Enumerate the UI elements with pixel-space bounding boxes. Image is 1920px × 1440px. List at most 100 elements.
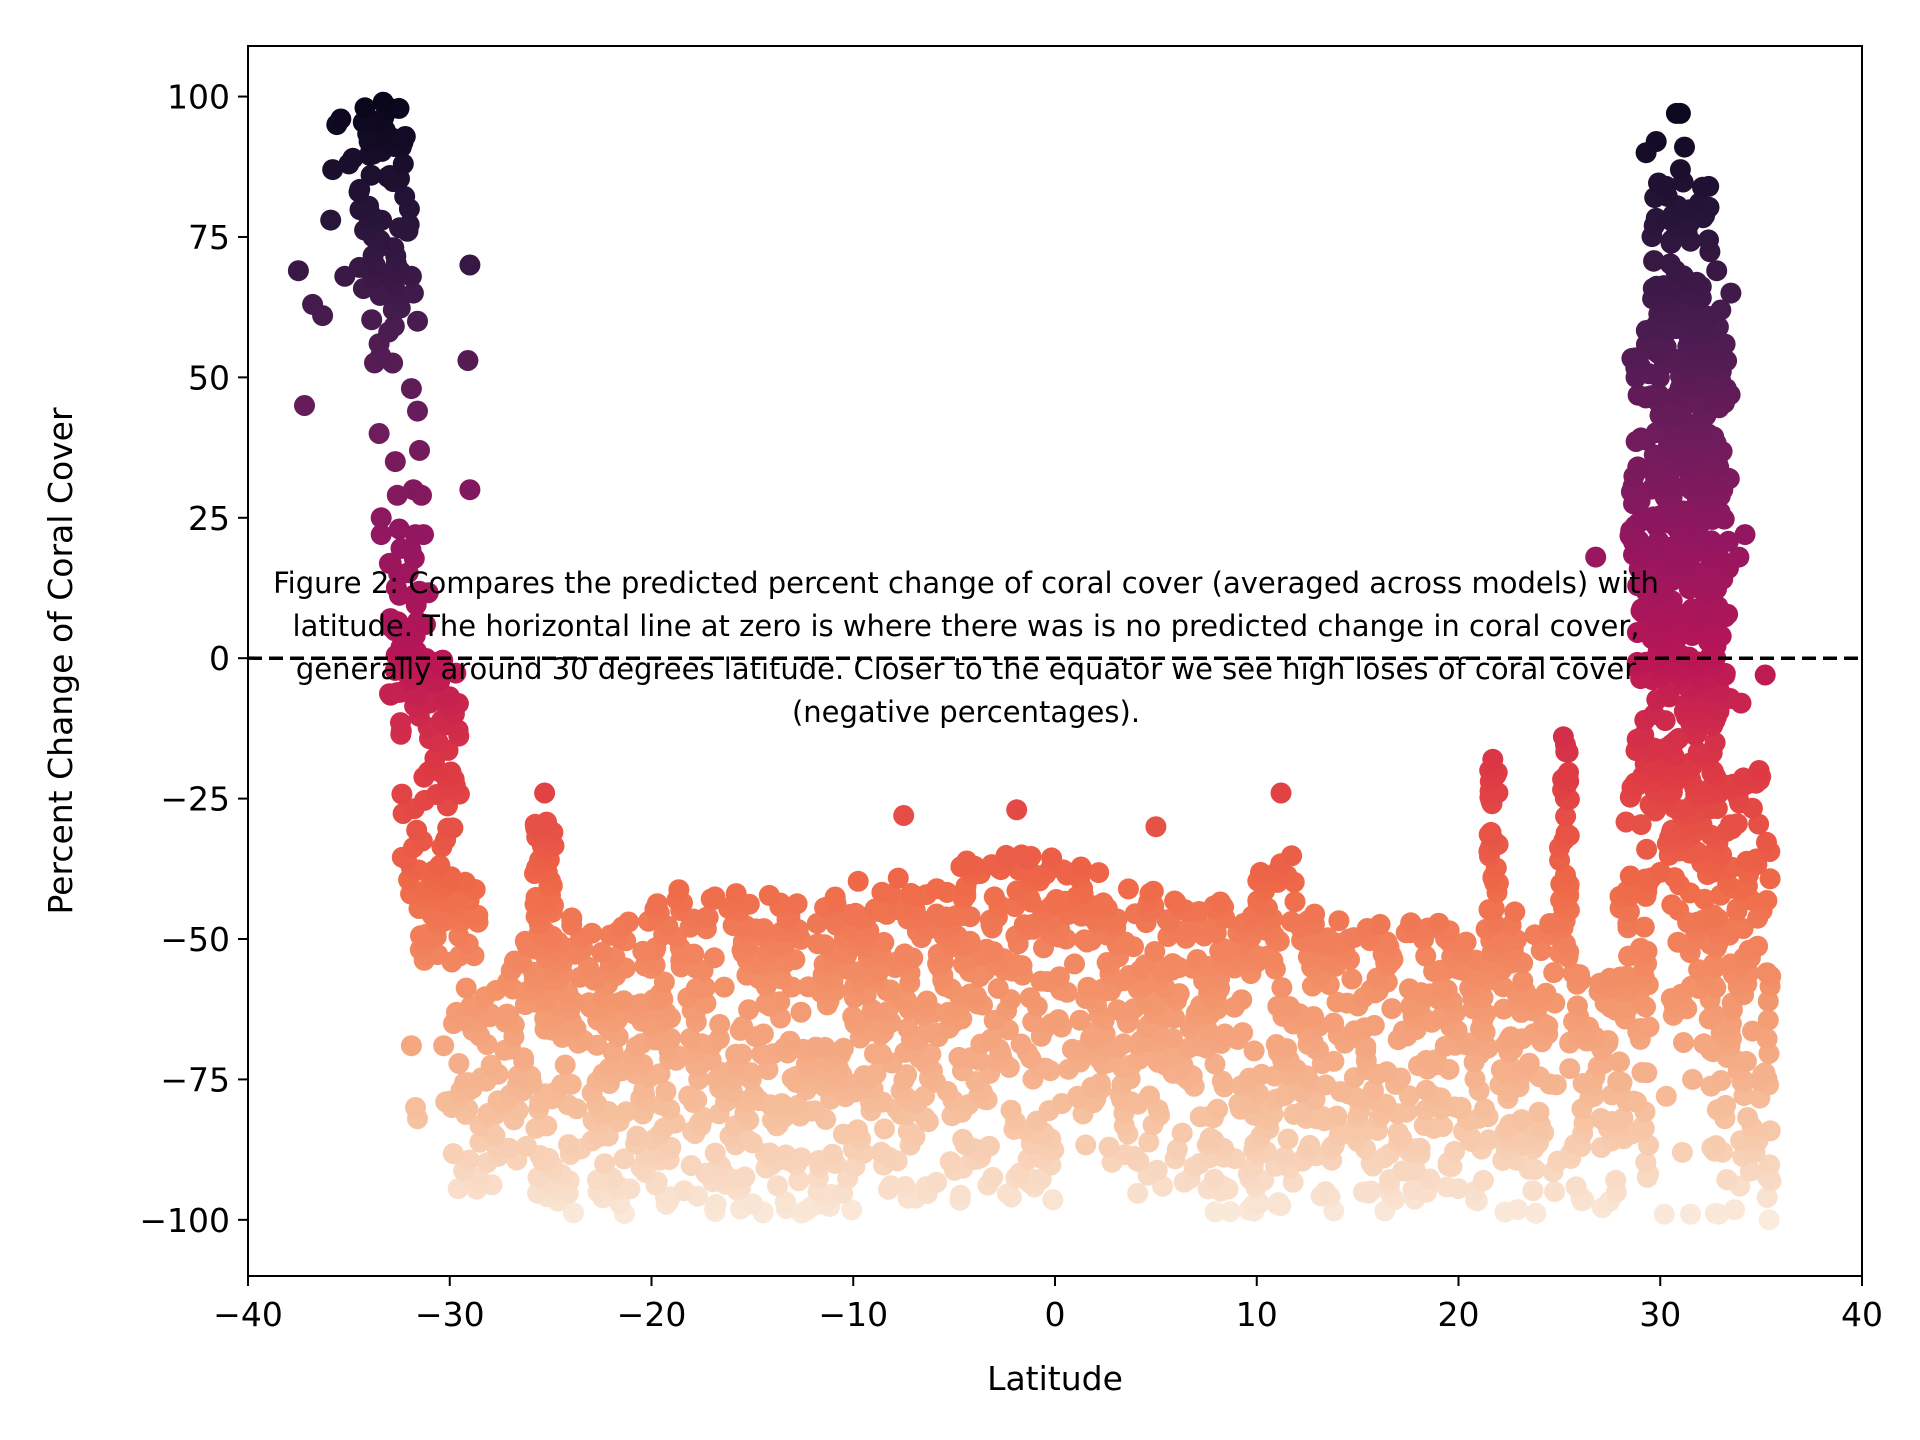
- data-point: [342, 147, 364, 169]
- data-point: [920, 1043, 942, 1065]
- data-point: [1720, 282, 1742, 304]
- data-point: [402, 479, 424, 501]
- data-point: [1693, 1033, 1715, 1055]
- x-tick-label: 30: [1639, 1295, 1681, 1334]
- data-point: [594, 1153, 616, 1175]
- data-point: [900, 882, 922, 904]
- data-point: [1717, 530, 1739, 552]
- y-axis-ticks: −100 −75 −50 −25 0 25 50 75 100: [139, 78, 248, 1240]
- data-point: [1673, 1032, 1694, 1053]
- data-point: [1000, 1099, 1022, 1121]
- data-point: [1211, 1070, 1233, 1092]
- data-point: [372, 91, 394, 113]
- data-point: [1171, 1122, 1193, 1144]
- data-point: [1668, 727, 1690, 749]
- data-point: [887, 867, 909, 889]
- data-point: [1250, 861, 1271, 883]
- data-point: [1413, 1114, 1435, 1136]
- data-point: [1544, 1181, 1566, 1203]
- data-point: [1669, 159, 1691, 181]
- data-point: [1716, 1169, 1738, 1190]
- data-point: [805, 1036, 827, 1058]
- data-point: [1687, 741, 1709, 763]
- data-point: [997, 1183, 1019, 1205]
- data-point: [429, 854, 451, 876]
- x-tick-label: 10: [1236, 1295, 1278, 1334]
- data-point: [1480, 821, 1502, 843]
- data-point: [775, 1144, 797, 1166]
- data-point: [1543, 962, 1565, 984]
- data-point: [408, 580, 430, 602]
- data-point: [1649, 861, 1671, 883]
- data-point: [1231, 989, 1253, 1011]
- data-point: [680, 1155, 702, 1176]
- data-point: [694, 977, 716, 998]
- data-point: [948, 1046, 970, 1068]
- caption-line: (negative percentages).: [792, 695, 1140, 729]
- data-point: [455, 977, 477, 999]
- data-point: [577, 956, 599, 978]
- data-point: [390, 537, 412, 559]
- data-point: [480, 1054, 502, 1076]
- data-point: [1635, 1151, 1657, 1173]
- data-point: [1070, 856, 1092, 878]
- data-point: [871, 881, 893, 903]
- data-point: [753, 918, 775, 940]
- data-point: [1089, 1072, 1111, 1094]
- data-point: [649, 1063, 671, 1085]
- data-point: [1402, 1179, 1424, 1200]
- data-point: [1653, 1203, 1675, 1225]
- data-point: [360, 164, 382, 186]
- data-point: [1648, 172, 1669, 194]
- data-point: [646, 893, 668, 915]
- data-point: [457, 350, 479, 371]
- data-point: [678, 1085, 700, 1107]
- data-point: [779, 1030, 801, 1052]
- data-point: [695, 992, 717, 1014]
- data-point: [1248, 1192, 1270, 1214]
- data-point: [1113, 1033, 1135, 1055]
- data-point: [354, 97, 376, 119]
- data-point: [1381, 998, 1403, 1020]
- data-point: [407, 310, 428, 332]
- data-point: [1535, 982, 1557, 1004]
- data-point: [406, 819, 428, 841]
- data-point: [1271, 977, 1293, 999]
- data-point: [742, 1193, 764, 1215]
- data-point: [405, 1097, 426, 1118]
- data-point: [1710, 1070, 1732, 1091]
- data-point: [700, 1049, 722, 1071]
- data-point: [1400, 912, 1422, 934]
- data-point: [1726, 813, 1748, 835]
- data-point: [1748, 813, 1770, 835]
- data-point: [1681, 598, 1703, 620]
- data-point: [774, 1191, 796, 1213]
- data-point: [1728, 546, 1750, 568]
- data-point: [713, 976, 735, 998]
- data-point: [1045, 889, 1067, 910]
- data-point: [413, 524, 434, 546]
- data-point: [709, 1013, 731, 1035]
- data-point: [1069, 1009, 1091, 1031]
- data-point: [287, 260, 309, 282]
- y-tick-label: 50: [188, 358, 230, 397]
- data-point: [1162, 953, 1184, 975]
- data-point: [1139, 1085, 1160, 1107]
- data-point: [516, 1135, 537, 1157]
- data-point: [1186, 949, 1208, 970]
- data-point: [893, 805, 915, 826]
- data-point: [380, 608, 401, 630]
- data-point: [448, 1053, 470, 1074]
- data-point: [320, 209, 342, 231]
- data-point: [534, 782, 556, 804]
- data-point: [759, 1142, 781, 1164]
- data-point: [705, 1193, 727, 1215]
- data-point: [1633, 916, 1655, 938]
- data-point: [1756, 962, 1778, 984]
- y-tick-label: 75: [188, 218, 230, 257]
- data-point: [1482, 748, 1504, 770]
- data-point: [873, 1118, 895, 1140]
- data-point: [704, 886, 726, 908]
- data-point: [865, 1063, 887, 1085]
- data-point: [1605, 1169, 1627, 1191]
